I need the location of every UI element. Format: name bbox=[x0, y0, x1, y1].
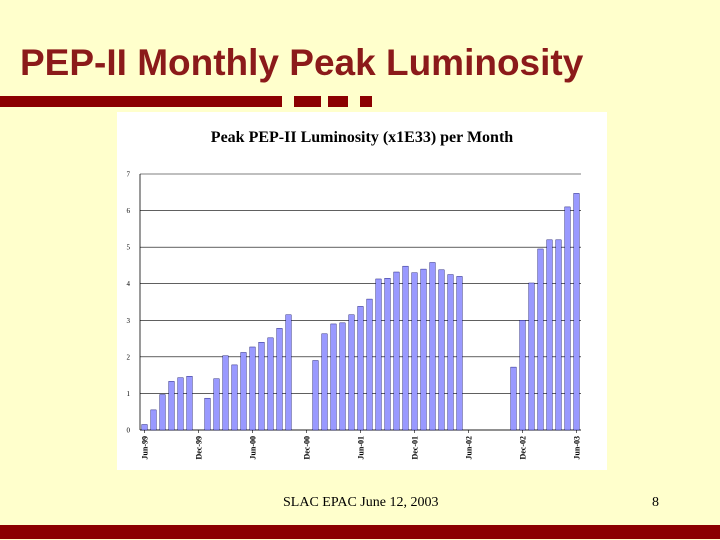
y-tick-label: 6 bbox=[127, 207, 131, 215]
bar bbox=[402, 265, 409, 431]
x-tick-label: Dec-01 bbox=[411, 436, 420, 460]
bar bbox=[429, 262, 436, 431]
chart-panel: Peak PEP-II Luminosity (x1E33) per Month… bbox=[117, 112, 607, 470]
bar bbox=[249, 346, 256, 431]
bar bbox=[447, 274, 454, 431]
bar bbox=[276, 328, 283, 431]
bar bbox=[258, 342, 265, 431]
x-tick-label: Jun-02 bbox=[465, 436, 474, 460]
y-tick-label: 4 bbox=[127, 280, 131, 288]
x-tick-label: Jun-99 bbox=[141, 436, 150, 460]
bar bbox=[231, 364, 238, 431]
title-accent-square bbox=[294, 96, 321, 107]
bar bbox=[519, 320, 526, 431]
bar bbox=[330, 323, 337, 431]
bar bbox=[420, 268, 427, 431]
bar bbox=[456, 276, 463, 431]
bar bbox=[564, 206, 571, 431]
x-tick-label: Jun-03 bbox=[573, 436, 582, 460]
bar bbox=[186, 376, 193, 431]
bar bbox=[240, 352, 247, 431]
title-accent-square bbox=[328, 96, 348, 107]
bar bbox=[375, 278, 382, 431]
bar bbox=[546, 239, 553, 431]
bar bbox=[204, 397, 211, 431]
title-underline-bar bbox=[0, 96, 282, 107]
bar bbox=[411, 272, 418, 431]
bar bbox=[312, 360, 319, 431]
bar bbox=[339, 322, 346, 431]
bar bbox=[285, 314, 292, 431]
chart-title: Peak PEP-II Luminosity (x1E33) per Month bbox=[211, 129, 513, 146]
bar bbox=[357, 306, 364, 431]
y-tick-label: 1 bbox=[127, 390, 131, 398]
footer-text: SLAC EPAC June 12, 2003 bbox=[283, 495, 439, 510]
bar bbox=[510, 366, 517, 431]
x-tick-label: Dec-00 bbox=[303, 436, 312, 460]
bar bbox=[267, 337, 274, 431]
bottom-accent-bar bbox=[0, 525, 720, 539]
bar bbox=[537, 248, 544, 431]
bar bbox=[168, 381, 175, 431]
bar bbox=[393, 271, 400, 431]
bar bbox=[141, 424, 148, 431]
x-tick-labels: Jun-99 Dec-99 Jun-00 Dec-00 Jun-01 Dec-01 Jun-… bbox=[141, 430, 582, 460]
x-tick-label: Dec-99 bbox=[195, 436, 204, 460]
bar bbox=[177, 377, 184, 431]
x-tick-label: Jun-00 bbox=[249, 436, 258, 460]
y-tick-label: 5 bbox=[127, 244, 131, 252]
y-tick-label: 0 bbox=[127, 427, 131, 435]
bar bbox=[150, 409, 157, 431]
bar bbox=[213, 378, 220, 431]
slide-title: PEP-II Monthly Peak Luminosity bbox=[20, 42, 584, 83]
bar bbox=[321, 333, 328, 431]
bar bbox=[438, 269, 445, 431]
bar bbox=[159, 394, 166, 431]
x-tick-label: Jun-01 bbox=[357, 436, 366, 460]
bar bbox=[366, 298, 373, 431]
bar bbox=[348, 314, 355, 431]
grid-layer bbox=[139, 173, 581, 431]
bar bbox=[573, 193, 580, 431]
y-tick-label: 7 bbox=[127, 171, 131, 179]
luminosity-bar-chart: Peak PEP-II Luminosity (x1E33) per Month… bbox=[127, 129, 582, 460]
page-number: 8 bbox=[652, 495, 659, 510]
bar bbox=[528, 282, 535, 431]
y-tick-label: 3 bbox=[127, 317, 131, 325]
bar bbox=[555, 239, 562, 431]
title-accent-square bbox=[360, 96, 372, 107]
y-tick-label: 2 bbox=[127, 353, 131, 361]
bar bbox=[222, 355, 229, 431]
bar bbox=[384, 278, 391, 431]
x-tick-label: Dec-02 bbox=[519, 436, 528, 460]
y-tick-labels: 0 1 2 3 4 5 6 7 bbox=[127, 171, 131, 435]
bar-layer bbox=[141, 193, 580, 431]
